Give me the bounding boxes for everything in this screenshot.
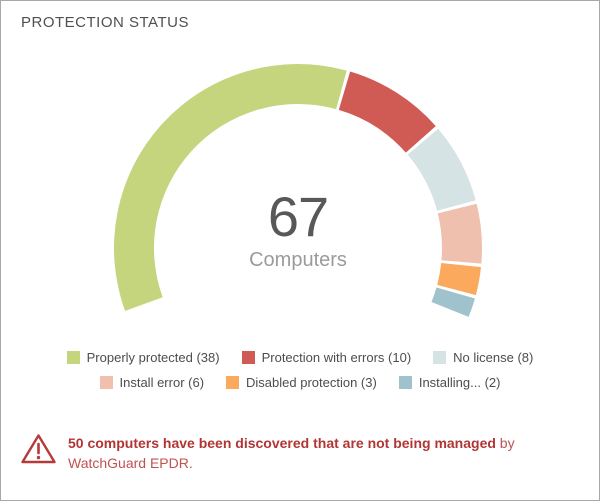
warning-triangle-icon bbox=[20, 432, 57, 471]
legend-label: Installing... (2) bbox=[418, 375, 501, 390]
warning-line-1: 50 computers have been discovered that a… bbox=[68, 433, 515, 453]
legend-label: No license (8) bbox=[453, 350, 534, 365]
legend-label: Protection with errors (10) bbox=[261, 350, 412, 365]
gauge-segment-properly-protected[interactable] bbox=[114, 63, 347, 311]
protection-gauge-chart bbox=[114, 63, 482, 317]
legend-swatch bbox=[66, 351, 80, 364]
legend-label: Disabled protection (3) bbox=[246, 375, 377, 390]
legend-row-1: Properly protected (38) Protection with e… bbox=[1, 350, 599, 365]
warning-line-2: WatchGuard EPDR. bbox=[68, 455, 193, 471]
legend-label: Properly protected (38) bbox=[86, 350, 220, 365]
discovery-warning: 50 computers have been discovered that a… bbox=[20, 432, 585, 473]
legend-item-disabled-protection[interactable]: Disabled protection (3) bbox=[226, 375, 377, 390]
gauge-segment-protection-with-errors[interactable] bbox=[338, 71, 436, 153]
legend-swatch bbox=[433, 351, 447, 364]
legend-swatch bbox=[398, 376, 412, 389]
page-title: PROTECTION STATUS bbox=[21, 14, 189, 31]
legend-item-properly-protected[interactable]: Properly protected (38) bbox=[66, 350, 220, 365]
legend-item-no-license[interactable]: No license (8) bbox=[433, 350, 533, 365]
warning-text-bold: 50 computers have been discovered that a… bbox=[68, 435, 496, 451]
warning-text-regular: by bbox=[499, 435, 515, 451]
gauge-segment-no-license[interactable] bbox=[407, 128, 476, 211]
legend-swatch bbox=[99, 376, 113, 389]
gauge-segment-install-error[interactable] bbox=[437, 203, 482, 264]
legend-label: Install error (6) bbox=[119, 375, 205, 390]
legend-swatch bbox=[226, 376, 240, 389]
legend-row-2: Install error (6) Disabled protection (3)… bbox=[1, 375, 599, 390]
legend-item-installing[interactable]: Installing... (2) bbox=[398, 375, 501, 390]
legend-item-install-error[interactable]: Install error (6) bbox=[99, 375, 205, 390]
legend-swatch bbox=[241, 351, 255, 364]
gauge-segment-installing[interactable] bbox=[431, 287, 475, 317]
legend-item-protection-with-errors[interactable]: Protection with errors (10) bbox=[241, 350, 412, 365]
gauge-legend: Properly protected (38) Protection with e… bbox=[1, 350, 599, 400]
discovery-warning-message[interactable]: 50 computers have been discovered that a… bbox=[68, 433, 515, 473]
gauge-segment-disabled-protection[interactable] bbox=[437, 263, 481, 296]
